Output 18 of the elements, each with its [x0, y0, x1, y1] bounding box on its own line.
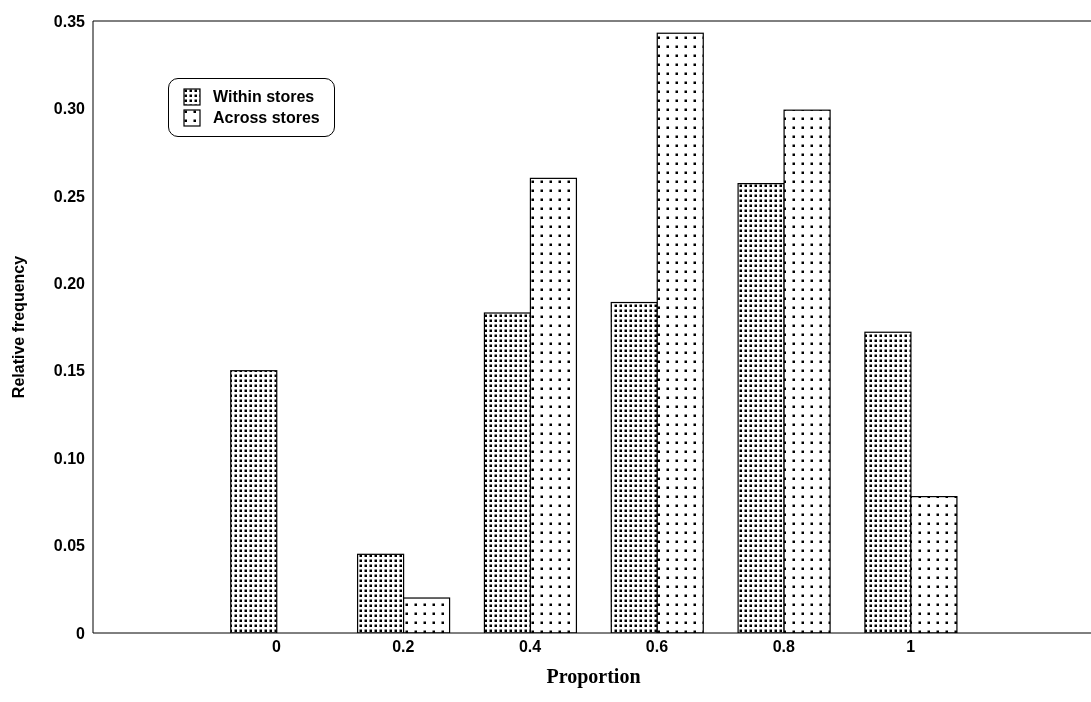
x-tick-label: 0.4 — [518, 638, 542, 656]
y-tick-label: 0.20 — [53, 274, 86, 292]
y-tick-label: 0.25 — [53, 187, 86, 205]
legend-label: Within stores — [213, 88, 315, 106]
y-tick-label: 0.15 — [53, 362, 86, 380]
y-tick-label: 0.10 — [53, 449, 86, 467]
x-tick-label: 0.2 — [392, 638, 415, 656]
x-tick-label: 0.8 — [772, 638, 795, 656]
y-tick-label: 0.35 — [53, 12, 86, 30]
y-tick-label: 0.30 — [53, 100, 86, 118]
x-tick-label: 1 — [906, 638, 916, 656]
y-tick-label: 0.05 — [53, 537, 86, 555]
y-tick-label: 0 — [76, 624, 86, 642]
y-axis-title: Relative frequency — [9, 255, 27, 399]
x-tick-label: 0.6 — [645, 638, 669, 656]
x-axis-title: Proportion — [546, 665, 641, 688]
x-tick-label: 0 — [271, 638, 281, 656]
legend-label: Across stores — [213, 109, 320, 127]
